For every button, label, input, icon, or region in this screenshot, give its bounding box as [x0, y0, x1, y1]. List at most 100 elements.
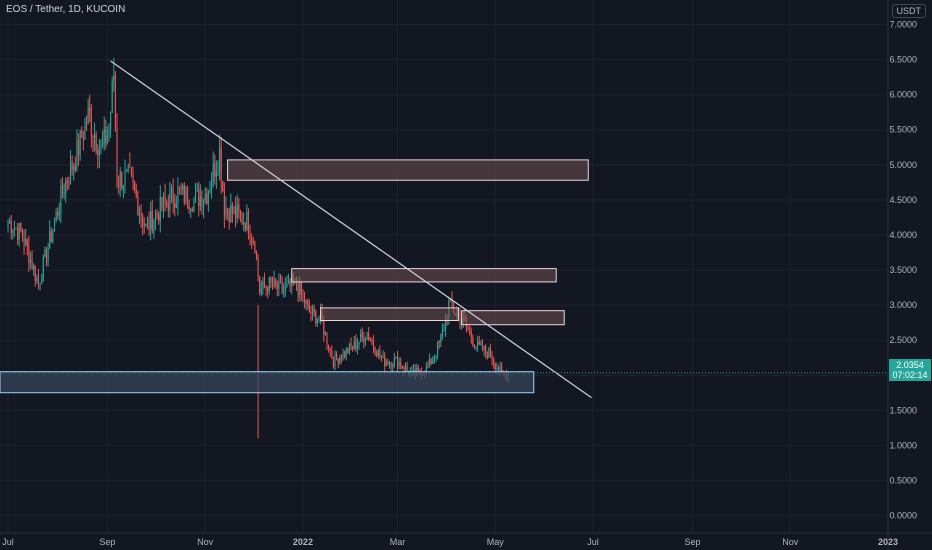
candle-body	[169, 192, 171, 211]
currency-button[interactable]: USDT	[891, 4, 926, 18]
candle-body	[68, 182, 70, 184]
candle-body	[140, 212, 142, 217]
candle-body	[203, 200, 205, 207]
candle-body	[267, 286, 269, 292]
candle-body	[286, 284, 288, 287]
candle-body	[493, 360, 495, 364]
candle-body	[477, 341, 479, 347]
candle-body	[114, 75, 116, 129]
candle-body	[108, 129, 110, 136]
candle-body	[214, 163, 216, 177]
candle-body	[316, 319, 318, 324]
candle-body	[142, 216, 144, 225]
candle-body	[25, 238, 27, 245]
candle-body	[217, 170, 219, 172]
candle-body	[398, 362, 400, 367]
candle-body	[385, 362, 387, 367]
candle-body	[451, 299, 453, 307]
support-zone[interactable]	[0, 371, 535, 394]
x-tick-label: Mar	[390, 537, 406, 547]
candle-body	[130, 167, 132, 175]
candle-body	[33, 265, 35, 270]
candle-body	[204, 194, 206, 201]
candle-body	[150, 210, 152, 230]
candle-body	[363, 336, 365, 343]
candle-body	[92, 135, 94, 138]
candle-body	[251, 239, 253, 241]
candle-body	[501, 366, 503, 372]
candle-body	[432, 359, 434, 364]
candle-body	[438, 341, 440, 343]
candle-body	[473, 344, 476, 347]
resistance-zone[interactable]	[461, 310, 565, 326]
candle-body	[230, 204, 232, 222]
candle-body	[52, 230, 54, 242]
candle-body	[241, 213, 243, 224]
candle-body	[100, 145, 102, 149]
candle-body	[406, 366, 408, 371]
candle-body	[134, 182, 136, 190]
candle-body	[12, 231, 14, 233]
candle-body	[215, 170, 217, 177]
descending-trendline[interactable]	[110, 60, 592, 399]
candle-body	[491, 356, 493, 361]
candle-body	[82, 137, 84, 140]
last-price-tag: 2.0354 07:02:14	[889, 359, 931, 381]
candle-body	[372, 341, 375, 347]
candle-body	[355, 341, 357, 349]
y-tick-label: 2.5000	[889, 335, 917, 345]
candle-body	[340, 357, 342, 360]
candle-body	[400, 362, 402, 367]
candle-body	[206, 194, 208, 205]
candle-body	[225, 208, 227, 217]
resistance-zone[interactable]	[320, 307, 459, 322]
candle-body	[113, 75, 115, 81]
candle-body	[352, 346, 354, 349]
candle-body	[71, 162, 73, 170]
candle-body	[60, 185, 62, 213]
candle-body	[110, 113, 112, 130]
candle-body	[329, 349, 331, 351]
candle-body	[126, 169, 128, 172]
y-tick-label: 5.5000	[889, 125, 917, 135]
candle-body	[499, 366, 501, 371]
candle-body	[127, 166, 129, 170]
candle-body	[337, 358, 339, 364]
candle-body	[412, 369, 415, 371]
candle-body	[260, 288, 262, 294]
candle-body	[433, 356, 435, 360]
candle-body	[162, 196, 165, 208]
candle-body	[254, 242, 256, 253]
candle-body	[437, 341, 439, 356]
candle-body	[233, 207, 235, 214]
candle-body	[347, 348, 349, 354]
candle-body	[103, 128, 105, 143]
candle-body	[300, 282, 302, 294]
candle-body	[196, 189, 198, 191]
resistance-zone[interactable]	[291, 268, 557, 283]
candle-body	[441, 330, 443, 337]
candle-body	[481, 343, 484, 351]
resistance-zone[interactable]	[227, 159, 589, 181]
candle-body	[207, 191, 209, 205]
candle-body	[57, 212, 59, 216]
candle-body	[177, 187, 179, 204]
candle-body	[243, 222, 245, 224]
candle-body	[396, 356, 399, 367]
candle-body	[167, 203, 169, 211]
candle-body	[185, 187, 187, 203]
candle-body	[403, 367, 405, 371]
symbol-title[interactable]: EOS / Tether, 1D, KUCOIN	[6, 4, 126, 15]
candle-body	[7, 221, 9, 228]
candle-body	[58, 212, 60, 216]
y-tick-label: 6.5000	[889, 55, 917, 65]
candle-body	[318, 318, 320, 320]
candle-body	[302, 293, 304, 296]
candle-body	[182, 185, 184, 191]
candle-body	[198, 189, 200, 207]
candle-body	[387, 362, 389, 365]
candle-body	[284, 286, 286, 292]
candle-body	[166, 201, 168, 204]
